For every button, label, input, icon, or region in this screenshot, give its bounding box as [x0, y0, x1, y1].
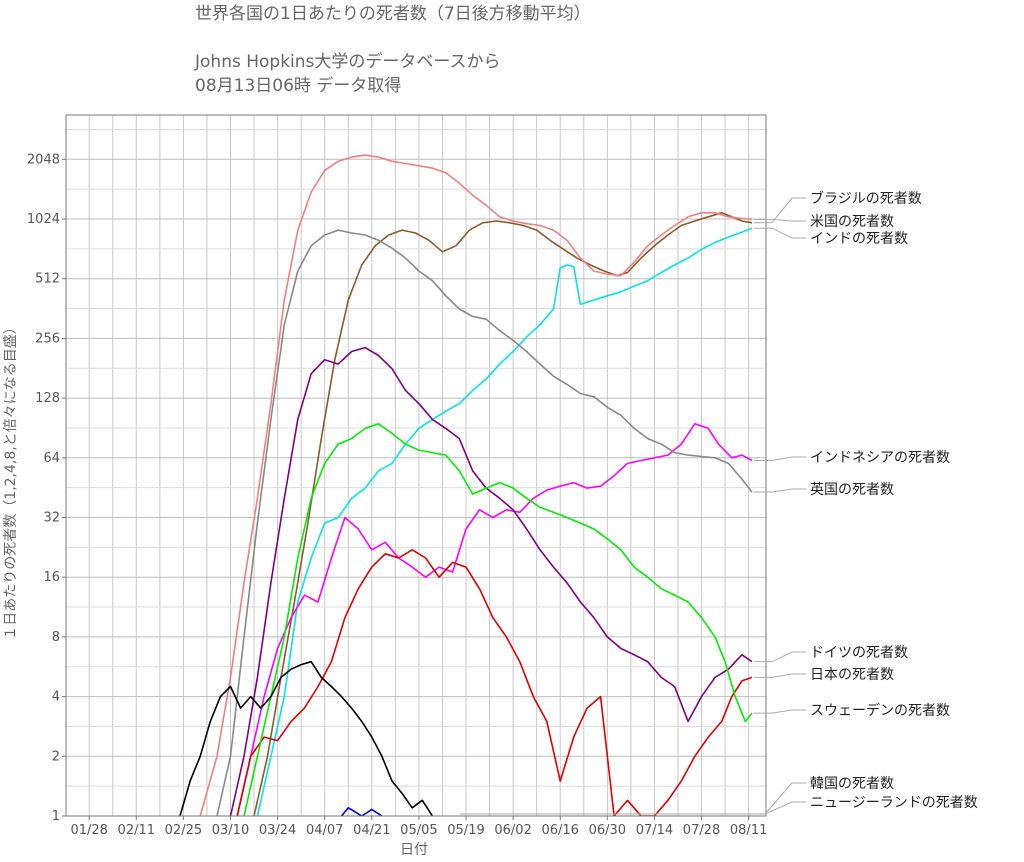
y-tick-label: 1024	[27, 212, 60, 227]
x-tick-label: 02/11	[118, 823, 155, 838]
series-line-8	[179, 660, 434, 816]
series-line-4	[216, 229, 753, 816]
x-axis-label: 日付	[400, 842, 428, 858]
x-tick-label: 05/05	[400, 823, 437, 838]
x-tick-label: 08/11	[730, 823, 767, 838]
plot-frame	[65, 114, 767, 817]
legend-label: ブラジルの死者数	[810, 190, 922, 207]
legend-leader-line	[754, 673, 806, 678]
chart-grid	[66, 115, 766, 816]
y-tick-label: 16	[43, 570, 60, 585]
legend-leader-line	[460, 782, 806, 815]
series-line-3	[236, 423, 753, 816]
y-tick-label: 2048	[27, 152, 60, 167]
legend-label: ドイツの死者数	[810, 645, 908, 661]
legend-label: 韓国の死者数	[810, 776, 894, 792]
chart-title: 世界各国の1日あたりの死者数（7日後方移動平均）	[195, 4, 591, 24]
y-tick-label: 32	[43, 511, 60, 526]
x-tick-label: 01/28	[70, 823, 107, 838]
legend-leader-line	[754, 488, 806, 493]
series-line-2	[256, 227, 753, 816]
legend-label: 日本の死者数	[810, 667, 894, 683]
x-tick-label: 07/28	[683, 823, 720, 838]
y-tick-label: 1	[52, 809, 60, 824]
x-tick-label: 05/19	[447, 823, 484, 838]
y-tick-label: 128	[35, 391, 60, 406]
legend-label: インドネシアの死者数	[810, 450, 950, 466]
y-tick-label: 512	[35, 272, 60, 287]
x-tick-label: 03/10	[212, 823, 249, 838]
series-line-0	[253, 212, 753, 816]
series-lines	[179, 154, 753, 816]
legend-label: ニュージーランドの死者数	[810, 795, 978, 811]
legend: ブラジルの死者数米国の死者数インドの死者数インドネシアの死者数英国の死者数ドイツ…	[460, 190, 978, 815]
legend-label: 米国の死者数	[810, 214, 894, 230]
chart-subtitle-source: Johns Hopkins大学のデータベースから	[195, 52, 501, 72]
x-tick-label: 06/16	[541, 823, 578, 838]
y-axis-ticks: 1 2 4 8 16 32 64 128 256 512 1024 2048	[27, 152, 66, 824]
legend-leader-line	[754, 456, 806, 462]
legend-leader-line	[460, 801, 806, 815]
y-tick-label: 2	[52, 749, 60, 764]
legend-leader-line	[754, 218, 806, 222]
y-axis-label: １日あたりの死者数（1,2,4,8,と倍々になる目盛）	[3, 320, 19, 639]
x-tick-label: 04/07	[306, 823, 343, 838]
x-tick-label: 02/25	[165, 823, 202, 838]
x-tick-label: 03/24	[259, 823, 296, 838]
legend-label: インドの死者数	[810, 231, 908, 247]
legend-leader-line	[754, 227, 806, 239]
legend-label: スウェーデンの死者数	[810, 702, 950, 719]
y-tick-label: 64	[43, 451, 60, 466]
y-tick-label: 8	[52, 630, 60, 645]
legend-leader-line	[754, 651, 806, 663]
series-line-9	[340, 807, 383, 816]
series-line-7	[243, 423, 753, 816]
series-line-1	[199, 154, 753, 816]
series-line-5	[229, 346, 753, 816]
series-line-6	[236, 549, 753, 816]
legend-leader-line	[754, 709, 806, 714]
legend-leader-line	[754, 197, 806, 224]
y-tick-label: 4	[52, 690, 60, 705]
x-tick-label: 07/14	[636, 823, 673, 838]
legend-label: 英国の死者数	[810, 481, 894, 498]
x-tick-label: 06/30	[589, 823, 626, 838]
x-tick-label: 04/21	[353, 823, 390, 838]
x-tick-label: 06/02	[494, 823, 531, 838]
chart-subtitle-date: 08月13日06時 データ取得	[195, 76, 402, 96]
y-tick-label: 256	[35, 331, 60, 346]
x-axis-ticks: 01/28 02/11 02/25 03/10 03/24 04/07 04/21 05/05…	[70, 816, 767, 838]
